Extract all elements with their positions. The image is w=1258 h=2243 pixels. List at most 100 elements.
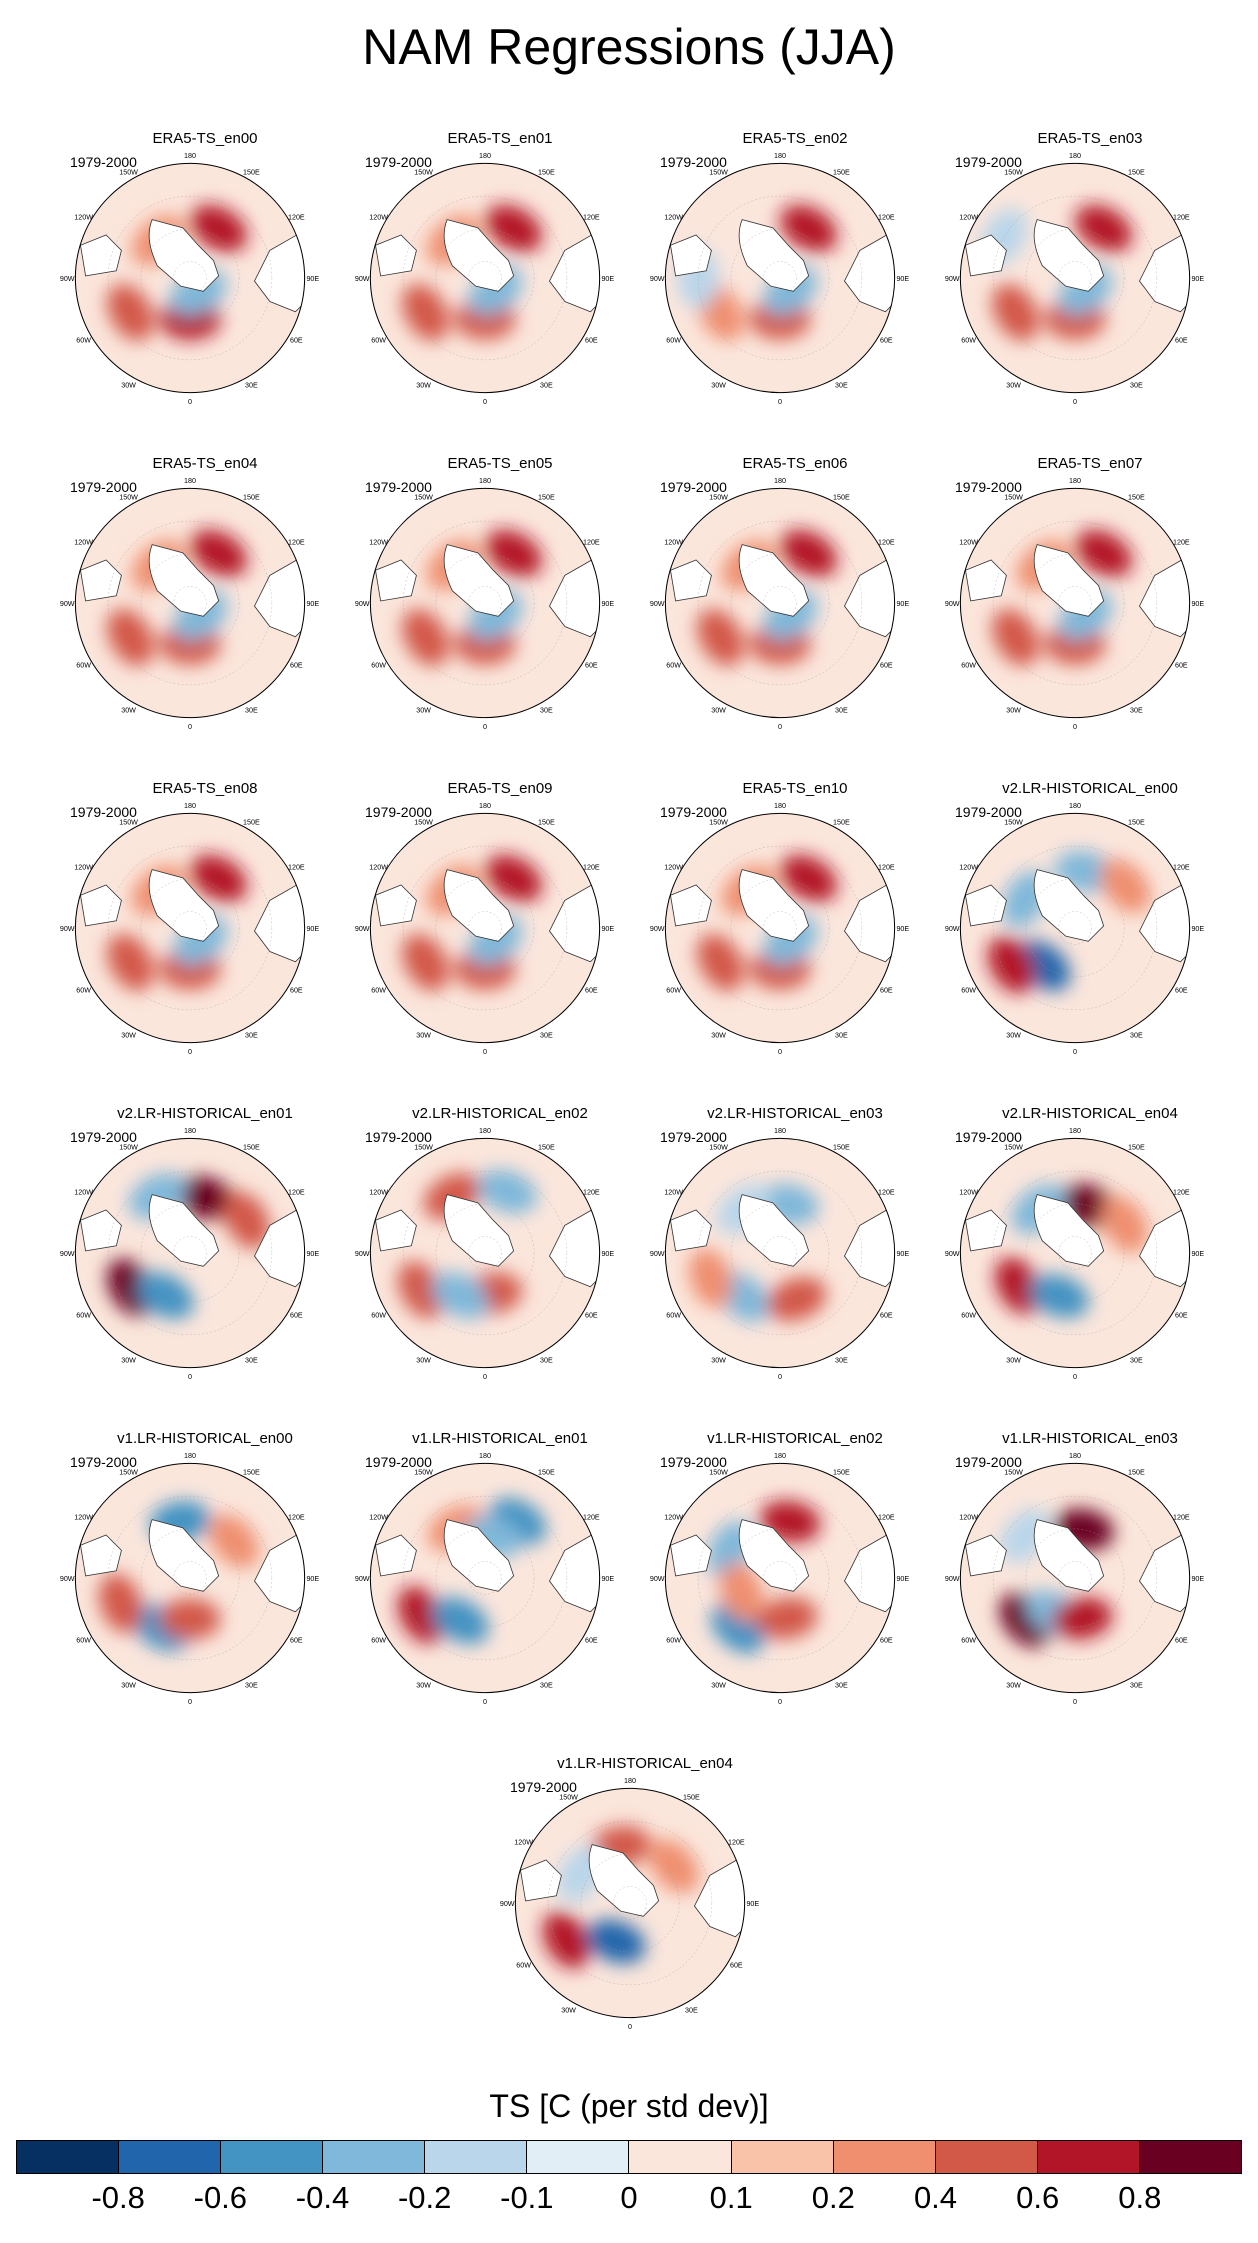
longitude-label: 30W [416, 706, 431, 714]
longitude-label: 120W [369, 1514, 388, 1522]
longitude-label: 30E [835, 381, 848, 389]
longitude-label: 120W [959, 214, 978, 222]
longitude-label: 60W [76, 986, 91, 994]
panel-title: v2.LR-HISTORICAL_en00 [1002, 780, 1178, 797]
latitude-circle [468, 586, 502, 620]
colorbar-tick-label: 0.8 [1118, 2180, 1162, 2215]
anomaly-region [477, 1169, 538, 1214]
latitude-circle [992, 1495, 1158, 1661]
asia-land [253, 1204, 305, 1288]
latitude-circle [763, 1236, 797, 1270]
longitude-label: 30W [416, 1356, 431, 1364]
period-label: 1979-2000 [365, 804, 432, 820]
longitude-label: 60E [290, 1636, 303, 1644]
anomaly-region [780, 854, 838, 902]
longitude-label: 30E [540, 706, 553, 714]
greenland-land [443, 219, 515, 292]
longitude-label: 30W [416, 1031, 431, 1039]
longitude-label: 0 [778, 398, 782, 406]
polar-map: 180 150W 150E 120W 120E 90W 90E 60W 60E 30W 30E 0 [355, 1452, 614, 1706]
asia-land [843, 554, 895, 638]
period-label: 1979-2000 [70, 804, 137, 820]
longitude-label: 150E [538, 819, 555, 827]
anomaly-region [485, 529, 543, 577]
period-label: 1979-2000 [660, 1129, 727, 1145]
latitude-circle [1025, 228, 1125, 328]
period-label: 1979-2000 [955, 804, 1022, 820]
map-border [74, 812, 306, 1044]
colorbar-cell [731, 2141, 834, 2173]
latitude-circle [697, 195, 863, 361]
panel-title: v2.LR-HISTORICAL_en02 [412, 1105, 588, 1122]
map-border [959, 1462, 1191, 1694]
latitude-circle [140, 1528, 240, 1628]
longitude-label: 30W [711, 1031, 726, 1039]
longitude-label: 150W [1004, 1469, 1023, 1477]
latitude-circle [173, 911, 207, 945]
longitude-label: 30E [835, 1681, 848, 1689]
longitude-label: 150E [683, 1794, 700, 1802]
latitude-circle [468, 1236, 502, 1270]
colorbar-cell [119, 2141, 222, 2173]
greenland-land [1033, 544, 1105, 617]
greenland-land [148, 1194, 220, 1267]
latitude-circle [992, 195, 1158, 361]
longitude-label: 0 [483, 1048, 487, 1056]
period-label: 1979-2000 [660, 479, 727, 495]
panel-title: ERA5-TS_en02 [742, 130, 848, 147]
longitude-label: 120W [959, 864, 978, 872]
longitude-label: 120E [1173, 864, 1190, 872]
longitude-label: 30W [121, 706, 136, 714]
longitude-label: 120E [878, 1514, 895, 1522]
greenland-land [148, 544, 220, 617]
greenland-land [1033, 1194, 1105, 1267]
america-land [965, 559, 1007, 602]
longitude-label: 30E [685, 2006, 698, 2014]
map-border [959, 1137, 1191, 1369]
panel-title: v1.LR-HISTORICAL_en02 [707, 1430, 883, 1447]
longitude-label: 180 [1069, 1452, 1081, 1460]
polar-map: 180 150W 150E 120W 120E 90W 90E 60W 60E 30W 30E 0 [650, 802, 909, 1056]
asia-land [1138, 1204, 1190, 1288]
colorbar-tick-label: -0.2 [397, 2180, 452, 2215]
longitude-label: 90E [601, 600, 614, 608]
longitude-label: 120W [664, 1189, 683, 1197]
longitude-label: 60E [880, 661, 893, 669]
longitude-label: 90E [896, 1250, 909, 1258]
longitude-label: 90E [306, 1575, 319, 1583]
anomaly-region [991, 608, 1039, 666]
longitude-label: 120E [1173, 214, 1190, 222]
panel-title: ERA5-TS_en03 [1037, 130, 1143, 147]
america-land [670, 559, 712, 602]
longitude-label: 60W [516, 1961, 531, 1969]
anomaly-region [688, 1248, 733, 1308]
latitude-circle [730, 878, 830, 978]
colorbar-cell [833, 2141, 936, 2173]
latitude-circle [435, 1528, 535, 1628]
longitude-label: 120W [664, 214, 683, 222]
anomaly-region [542, 1911, 590, 1969]
polar-map: 180 150W 150E 120W 120E 90W 90E 60W 60E 30W 30E 0 [650, 1127, 909, 1381]
latitude-circle [435, 1203, 535, 1303]
longitude-label: 30W [711, 381, 726, 389]
latitude-circle [140, 553, 240, 653]
longitude-label: 60W [961, 661, 976, 669]
colorbar-title: TS [C (per std dev)] [489, 2088, 769, 2124]
map-panel: v2.LR-HISTORICAL_en00 180 150W 150E 120W 120E… [945, 780, 1235, 1070]
longitude-label: 150E [243, 1469, 260, 1477]
america-land [375, 234, 417, 277]
longitude-label: 120E [583, 214, 600, 222]
colorbar-cell [629, 2141, 732, 2173]
latitude-circle [173, 261, 207, 295]
period-label: 1979-2000 [955, 154, 1022, 170]
asia-land [843, 879, 895, 963]
anomaly-region [987, 936, 1035, 994]
longitude-label: 30E [245, 1356, 258, 1364]
longitude-label: 150E [243, 494, 260, 502]
longitude-label: 60W [371, 1311, 386, 1319]
longitude-label: 90W [60, 1575, 75, 1583]
greenland-land [738, 1194, 810, 1267]
longitude-label: 90E [896, 925, 909, 933]
america-land [965, 1534, 1007, 1577]
map-panel: ERA5-TS_en09 180 150W 150E 120W 120E 90W 90E 60W… [355, 780, 645, 1070]
